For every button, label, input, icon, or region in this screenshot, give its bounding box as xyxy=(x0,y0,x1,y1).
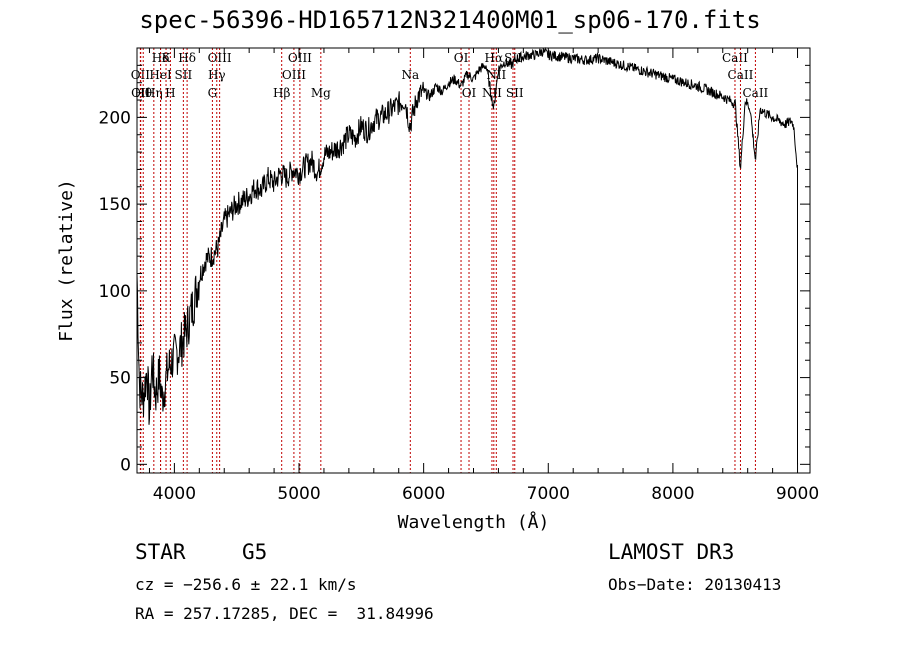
line-marker-label: Hβ xyxy=(273,86,290,100)
y-tick-label: 200 xyxy=(99,108,131,128)
plot-frame xyxy=(136,47,811,474)
line-marker-label: G xyxy=(208,86,218,100)
line-marker-label: NII xyxy=(482,86,502,100)
coordinates: RA = 257.17285, DEC = 31.84996 xyxy=(135,604,434,623)
x-tick-label: 5000 xyxy=(277,484,320,504)
line-marker-label: H xyxy=(165,86,175,100)
y-axis-label: Flux (relative) xyxy=(56,179,77,342)
x-tick-label: 8000 xyxy=(651,484,694,504)
object-subclass: G5 xyxy=(242,540,268,564)
line-marker-label: SII xyxy=(175,68,193,82)
line-marker-label: OIII xyxy=(282,68,306,82)
object-class: STAR xyxy=(135,540,186,564)
line-marker-label: OI xyxy=(462,86,477,100)
line-marker-label: OI xyxy=(454,51,469,65)
redshift-cz: cz = −256.6 ± 22.1 km/s xyxy=(135,575,357,594)
line-marker-label: NII xyxy=(486,68,506,82)
line-marker-label: Hα xyxy=(485,51,504,65)
line-marker-label: OIII xyxy=(288,51,312,65)
line-marker-label: Hγ xyxy=(208,68,226,82)
x-tick-label: 7000 xyxy=(527,484,570,504)
x-tick-label: 6000 xyxy=(402,484,445,504)
line-marker-label: SII xyxy=(506,86,524,100)
line-marker-label: OIII xyxy=(208,51,232,65)
line-marker-label: Mg xyxy=(311,86,331,100)
x-axis-label: Wavelength (Å) xyxy=(398,511,550,533)
line-marker-label: HeI xyxy=(149,68,172,82)
y-tick-label: 0 xyxy=(120,455,131,475)
line-marker-label: CaII xyxy=(728,68,754,82)
line-marker-label: Hη xyxy=(145,86,163,100)
y-tick-label: 100 xyxy=(99,282,131,302)
line-marker-label: CaII xyxy=(722,51,748,65)
line-marker-label: CaII xyxy=(742,86,768,100)
line-marker-label: OII xyxy=(131,86,151,100)
line-marker-label: K xyxy=(162,51,172,65)
line-marker-label: Hθ xyxy=(134,86,152,100)
chart-title: spec-56396-HD165712N321400M01_sp06-170.f… xyxy=(139,6,761,34)
y-tick-label: 150 xyxy=(99,195,131,215)
line-marker-label: Na xyxy=(401,68,419,82)
line-marker-label: OII xyxy=(131,68,151,82)
obs-date: Obs−Date: 20130413 xyxy=(608,575,782,594)
x-tick-label: 9000 xyxy=(776,484,819,504)
y-tick-label: 50 xyxy=(109,369,131,389)
spectrum-line xyxy=(136,46,798,465)
x-tick-label: 4000 xyxy=(153,484,196,504)
line-marker-label: Hδ xyxy=(178,51,196,65)
survey-label: LAMOST DR3 xyxy=(608,540,735,564)
axes: 4000 5000 6000 7000 8000 9000 0 50 100 150 200 Wave… xyxy=(56,47,819,533)
